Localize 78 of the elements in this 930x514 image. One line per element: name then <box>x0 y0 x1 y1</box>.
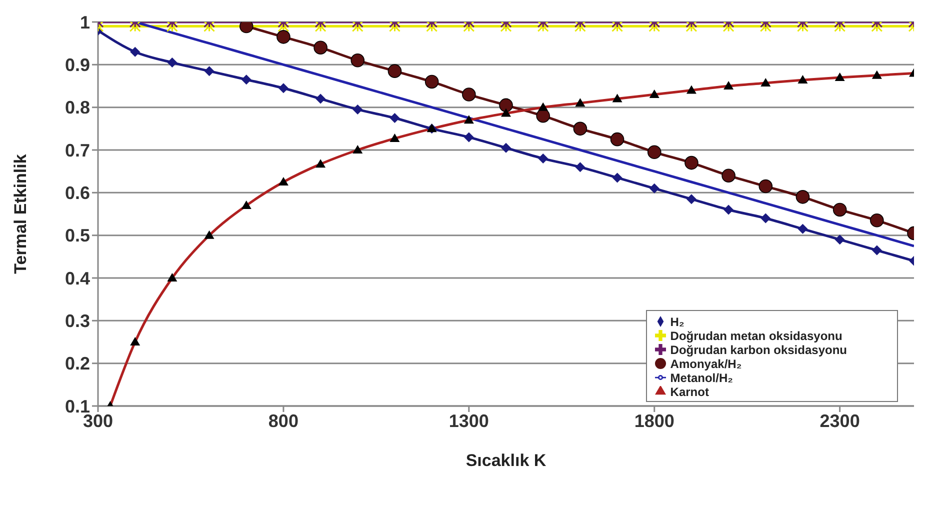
point <box>130 46 140 57</box>
legend-label: Amonyak/H₂ <box>670 357 742 371</box>
x-tick-label: 1300 <box>448 410 489 431</box>
x-axis-title: Sıcaklık K <box>466 451 547 470</box>
y-tick-label: 0.5 <box>64 226 90 246</box>
point <box>834 234 845 245</box>
point <box>278 83 288 94</box>
point <box>129 22 141 32</box>
point <box>647 145 662 160</box>
point <box>832 202 847 217</box>
point <box>798 224 808 234</box>
point <box>462 88 476 102</box>
point <box>352 22 364 32</box>
point <box>390 113 400 123</box>
point <box>388 22 400 32</box>
point <box>314 40 328 54</box>
point <box>871 22 883 32</box>
point <box>241 74 252 85</box>
legend-label: Doğrudan metan oksidasyonu <box>670 329 842 343</box>
point <box>426 22 438 32</box>
point <box>575 162 586 172</box>
point <box>870 214 884 228</box>
point <box>536 108 550 123</box>
point <box>612 22 624 32</box>
point <box>204 22 216 32</box>
point <box>686 22 698 32</box>
point <box>724 204 734 215</box>
x-tick-label: 800 <box>268 410 298 431</box>
point <box>278 22 290 32</box>
point <box>388 64 402 78</box>
point <box>722 168 736 182</box>
y-tick-label: 0.3 <box>64 311 90 332</box>
legend-label: H₂ <box>670 315 684 329</box>
y-tick-label: 0.9 <box>64 55 90 76</box>
point <box>872 245 882 256</box>
x-tick-label: 1800 <box>634 410 674 431</box>
point <box>722 22 734 32</box>
point <box>204 66 214 76</box>
point <box>574 22 586 32</box>
point <box>501 142 511 153</box>
point <box>758 179 773 194</box>
point <box>352 104 363 114</box>
point <box>686 194 696 204</box>
y-tick-label: 0.4 <box>64 268 90 288</box>
x-tick-label: 2300 <box>820 410 860 431</box>
point <box>648 22 660 32</box>
point <box>499 98 513 112</box>
point <box>316 94 326 104</box>
point <box>796 190 810 204</box>
y-axis-title: Termal Etkinlik <box>11 154 30 274</box>
y-tick-label: 0.8 <box>64 98 90 118</box>
point <box>166 22 178 32</box>
point <box>350 54 365 68</box>
y-tick-label: 0.7 <box>64 140 90 160</box>
point <box>834 22 846 32</box>
point <box>760 213 771 224</box>
point <box>424 74 439 89</box>
point <box>649 183 660 194</box>
legend-label: Karnot <box>670 385 709 399</box>
legend-label: Doğrudan karbon oksidasyonu <box>670 343 847 357</box>
point <box>684 156 698 170</box>
y-tick-label: 0.6 <box>64 183 90 204</box>
y-tick-label: 1 <box>80 12 90 32</box>
legend-label: Metanol/H₂ <box>670 371 733 385</box>
point <box>276 30 290 44</box>
point <box>612 172 622 183</box>
point <box>610 132 624 146</box>
point <box>573 122 588 136</box>
point <box>796 22 808 32</box>
y-tick-label: 0.2 <box>64 354 90 374</box>
point <box>167 58 178 68</box>
point <box>500 22 512 32</box>
point <box>538 154 548 164</box>
point <box>314 22 326 32</box>
point <box>537 22 549 32</box>
point <box>464 132 474 142</box>
point <box>760 22 772 32</box>
point <box>463 22 475 32</box>
